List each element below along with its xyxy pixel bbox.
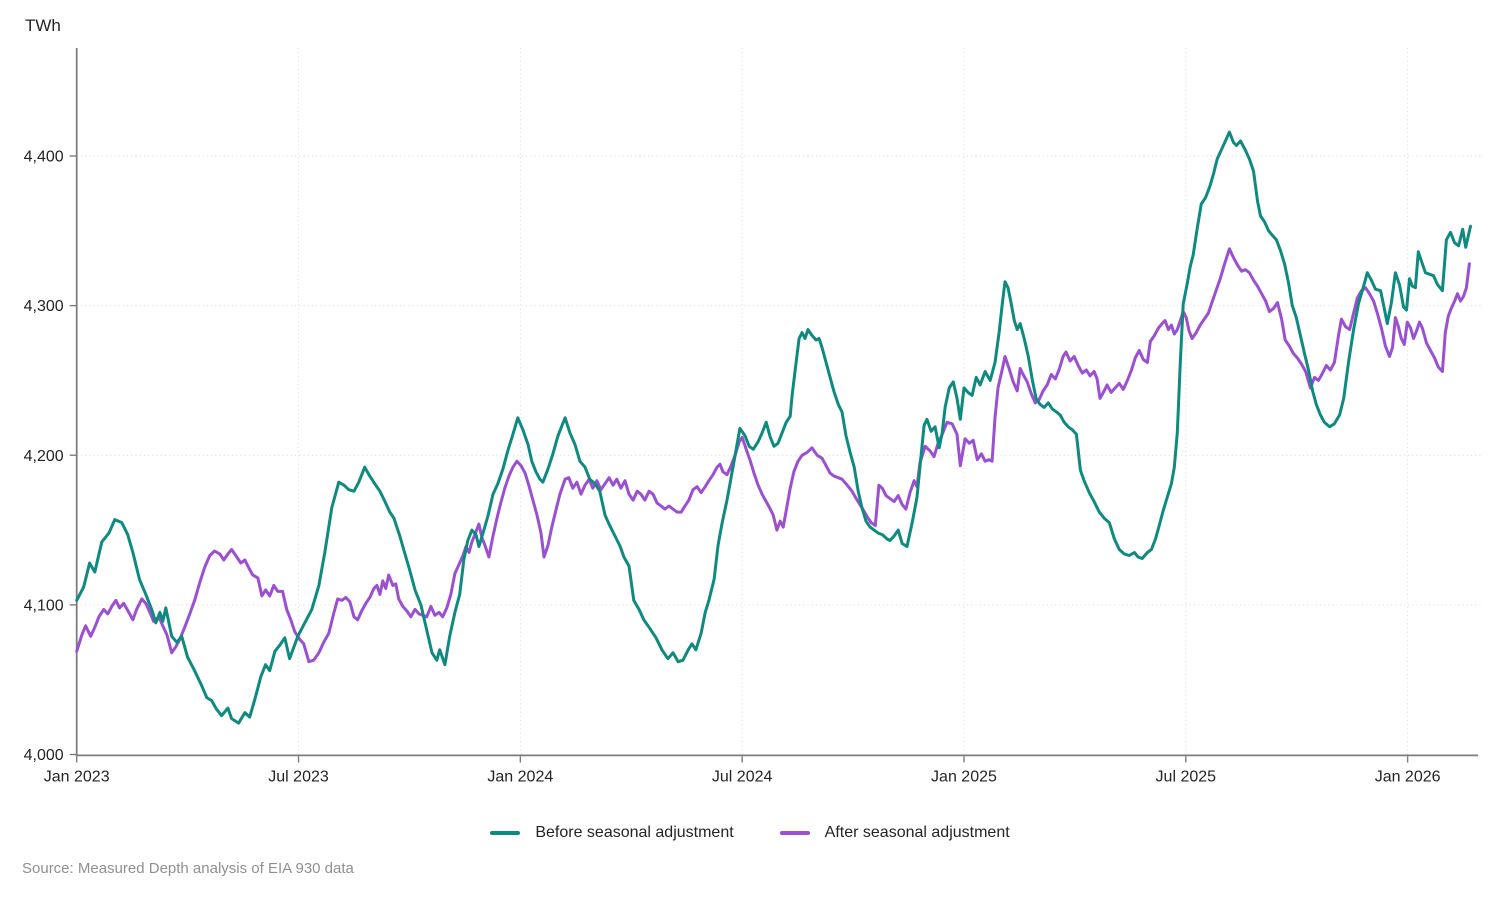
x-tick-label: Jan 2023 [44,769,110,786]
y-tick-label: 4,400 [24,149,64,166]
y-tick-label: 4,000 [24,747,64,764]
x-tick-label: Jul 2023 [268,769,329,786]
x-tick-label: Jan 2024 [487,769,553,786]
x-tick-label: Jan 2026 [1375,769,1441,786]
series-line-before-seasonal-adjustment [75,130,1472,725]
y-tick-label: 4,300 [24,298,64,315]
line-chart: 4,000 4,100 4,200 4,300 4,400 Jan 2023 Jul 202… [24,48,1481,786]
legend-swatch-after-icon [779,831,810,835]
x-tick-label: Jul 2025 [1156,769,1217,786]
y-tick-label: 4,200 [24,448,64,465]
y-tick-label: 4,100 [24,597,64,614]
legend-swatch-before-icon [490,831,521,835]
x-tick-label: Jul 2024 [712,769,773,786]
source-note: Source: Measured Depth analysis of EIA 9… [22,860,354,877]
x-tick-label: Jan 2025 [931,769,997,786]
legend-item-after-seasonal-adjustment: After seasonal adjustment [779,824,1010,842]
legend-item-before-seasonal-adjustment: Before seasonal adjustment [490,824,734,842]
series-line-after-seasonal-adjustment [75,247,1471,664]
chart-legend: Before seasonal adjustment After seasona… [0,818,1500,848]
y-axis-unit-label: TWh [25,16,61,35]
legend-label-after: After seasonal adjustment [824,824,1010,841]
legend-label-before: Before seasonal adjustment [535,824,734,841]
